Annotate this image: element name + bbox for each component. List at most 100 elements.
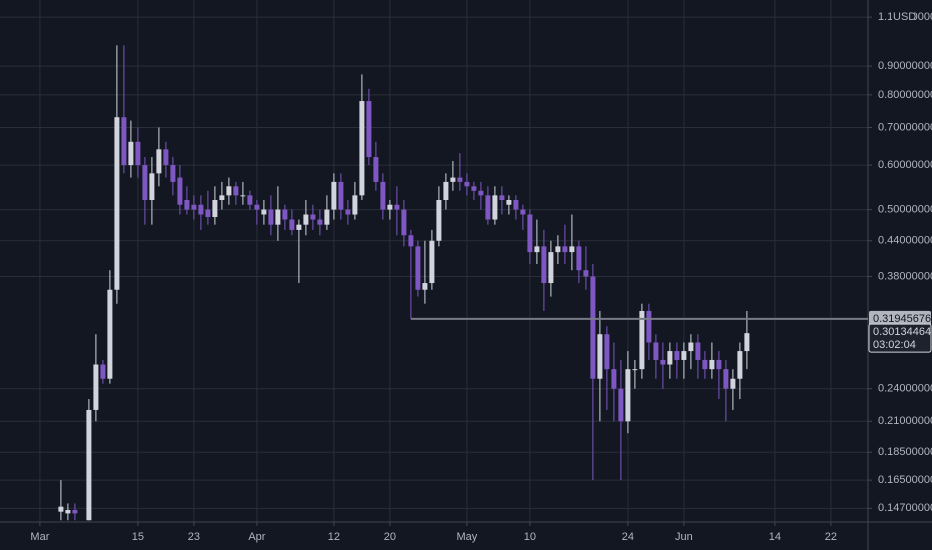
candle-body — [513, 199, 519, 210]
candle-body — [590, 276, 596, 379]
y-tick-label: 0.14700000 — [878, 502, 932, 514]
candle-body — [352, 195, 358, 215]
candle-body — [625, 369, 631, 422]
candle-body — [688, 342, 694, 352]
candle-body — [359, 101, 365, 196]
x-tick-label: Apr — [248, 531, 265, 543]
candle-body — [450, 177, 456, 182]
candle-body — [639, 310, 645, 370]
candle-body — [653, 342, 659, 360]
candle-body — [730, 378, 736, 389]
candle-body — [394, 204, 400, 210]
x-tick-label: May — [457, 531, 478, 543]
y-tick-label: 0.16500000 — [878, 474, 932, 486]
candle-body — [380, 181, 386, 210]
candle-body — [443, 181, 449, 200]
candle-body — [170, 165, 176, 182]
x-tick-label: 10 — [524, 531, 536, 543]
candle-body — [268, 209, 274, 225]
candle-body — [695, 342, 701, 360]
candle-body — [373, 157, 379, 182]
x-tick-label: Mar — [30, 531, 49, 543]
candle-body — [261, 209, 267, 215]
candle-body — [93, 364, 99, 410]
candle-body — [415, 246, 421, 290]
candle-body — [632, 369, 638, 371]
candle-body — [702, 359, 708, 370]
candle-body — [422, 283, 428, 290]
candles — [58, 45, 750, 521]
candle-body — [114, 117, 120, 290]
candle-body — [317, 219, 323, 225]
candle-body — [401, 209, 407, 236]
candle-body — [226, 186, 232, 196]
candle-body — [709, 359, 715, 370]
y-tick-label: 0.60000000 — [878, 159, 932, 171]
y-tick-label: 0.44000000 — [878, 235, 932, 247]
candle-body — [86, 409, 92, 521]
countdown-label: 03:02:04 — [873, 339, 916, 351]
candle-body — [492, 195, 498, 220]
candle-body — [72, 510, 78, 514]
y-tick-label: 0.38000000 — [878, 270, 932, 282]
x-tick-label: 23 — [188, 531, 200, 543]
candle-body — [142, 165, 148, 200]
candle-body — [149, 173, 155, 200]
candle-body — [212, 199, 218, 218]
candle-body — [471, 186, 477, 191]
candle-body — [282, 209, 288, 220]
last-price-label: 0.30134464 — [873, 326, 931, 338]
price-line-badge — [869, 310, 931, 327]
candle-body — [541, 246, 547, 284]
candle-body — [310, 214, 316, 220]
currency-badge — [892, 9, 914, 26]
candle-body — [65, 510, 71, 514]
candle-body — [527, 214, 533, 253]
y-tick-label: 0.80000000 — [878, 89, 932, 101]
candle-body — [611, 369, 617, 389]
x-tick-label: 15 — [132, 531, 144, 543]
candle-body — [667, 351, 673, 365]
price-line-label: 0.31945676 — [873, 313, 931, 325]
candle-body — [604, 334, 610, 370]
currency-label: USD — [893, 11, 916, 23]
candle-body — [737, 351, 743, 379]
candle-body — [128, 141, 134, 166]
candle-body — [338, 181, 344, 210]
candle-body — [247, 195, 253, 205]
candle-body — [569, 246, 575, 253]
candle-body — [198, 204, 204, 215]
candle-body — [366, 101, 372, 158]
candle-body — [156, 149, 162, 174]
x-tick-label: 14 — [769, 531, 781, 543]
candle-body — [618, 388, 624, 422]
candle-body — [100, 364, 106, 379]
candle-body — [289, 219, 295, 230]
y-tick-label: 0.18500000 — [878, 446, 932, 458]
candle-body — [506, 199, 512, 205]
y-tick-label: 0.90000000 — [878, 60, 932, 72]
x-tick-label: 22 — [825, 531, 837, 543]
candle-body — [464, 181, 470, 187]
candle-body — [485, 195, 491, 220]
candle-body — [205, 209, 211, 218]
candle-body — [716, 359, 722, 370]
candle-body — [534, 246, 540, 253]
candle-body — [548, 252, 554, 284]
candle-body — [429, 240, 435, 284]
candle-body — [191, 204, 197, 210]
candle-body — [660, 359, 666, 365]
candle-body — [163, 149, 169, 166]
candle-body — [184, 199, 190, 210]
candle-body — [408, 235, 414, 247]
x-tick-label: 24 — [622, 531, 634, 543]
x-tick-label: 20 — [384, 531, 396, 543]
candle-body — [254, 204, 260, 210]
last-price-badge — [868, 323, 932, 353]
candle-body — [324, 209, 330, 225]
candle-body — [58, 506, 64, 512]
y-tick-label: 0.50000000 — [878, 203, 932, 215]
candle-body — [275, 209, 281, 225]
candle-body — [499, 195, 505, 200]
